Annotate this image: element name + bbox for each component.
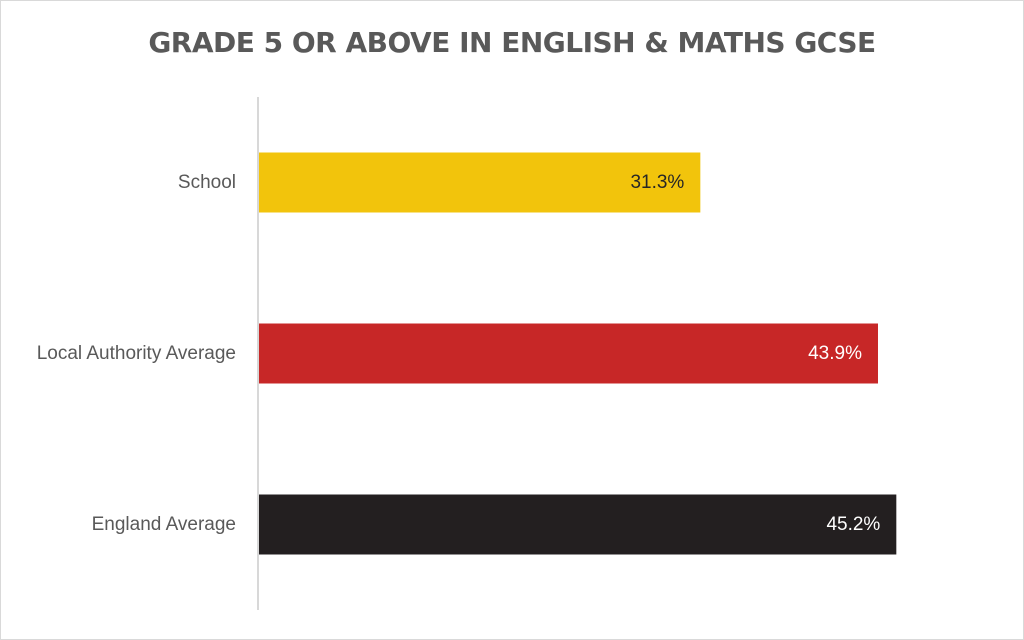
category-label: Local Authority Average xyxy=(37,343,236,364)
category-label: School xyxy=(178,172,236,193)
chart-title: GRADE 5 OR ABOVE IN ENGLISH & MATHS GCSE xyxy=(148,26,876,59)
data-label: 31.3% xyxy=(630,172,684,193)
bar-school xyxy=(259,152,701,213)
data-label: 45.2% xyxy=(826,514,880,535)
bar-local-authority-average xyxy=(259,323,878,384)
bar-group: School 31.3% Local Authority Average 43.9% E… xyxy=(37,152,897,555)
data-label: 43.9% xyxy=(808,343,862,364)
category-label: England Average xyxy=(92,514,236,535)
bar-england-average xyxy=(259,494,897,555)
